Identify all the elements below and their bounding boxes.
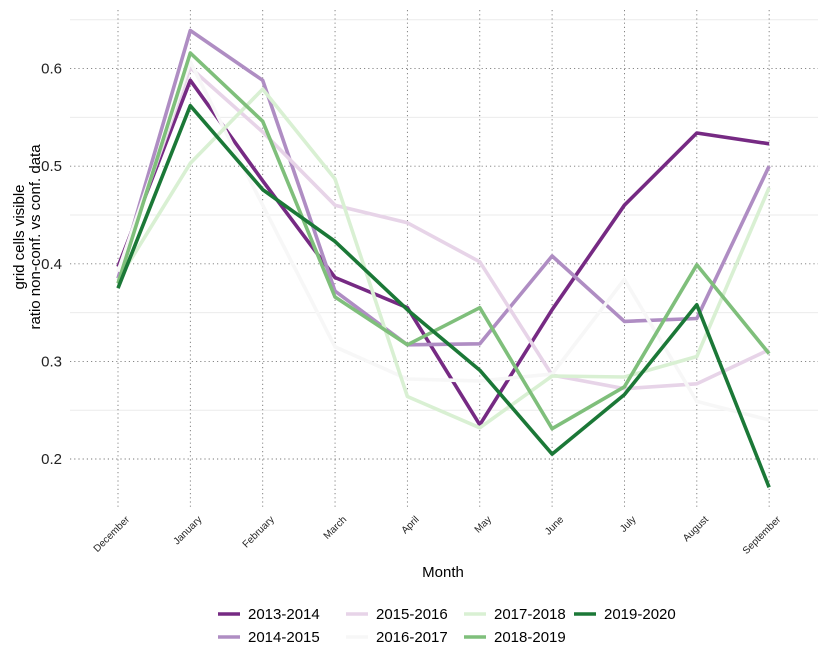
legend-label: 2016-2017 [376, 629, 448, 646]
x-tick-label: August [681, 514, 711, 544]
series-line-2018-2019 [116, 51, 771, 431]
x-tick-label: February [241, 514, 277, 550]
legend-item-2017-2018: 2017-2018 [464, 606, 566, 623]
y-tick-label: 0.2 [41, 451, 62, 468]
x-tick-label: March [322, 514, 349, 541]
legend-label: 2015-2016 [376, 606, 448, 623]
x-axis-ticks: December January February March April May June… [92, 514, 784, 557]
y-tick-label: 0.3 [41, 353, 62, 370]
y-tick-label: 0.4 [41, 256, 62, 273]
legend-label: 2013-2014 [248, 606, 320, 623]
series-line-2015-2016 [116, 65, 770, 391]
x-tick-label: June [543, 514, 566, 537]
series-line-2014-2015 [116, 28, 771, 347]
y-tick-label: 0.5 [41, 158, 62, 175]
x-tick-label: September [741, 514, 784, 557]
y-axis-ticks: 0.2 0.3 0.4 0.5 0.6 [41, 61, 62, 468]
series-line-2013-2014 [116, 78, 770, 427]
y-axis-title-line-1: grid cells visible [11, 184, 28, 289]
legend-label: 2019-2020 [604, 606, 676, 623]
series-line-2017-2018 [116, 87, 771, 430]
y-tick-label: 0.6 [41, 61, 62, 78]
legend-item-2013-2014: 2013-2014 [218, 606, 320, 623]
legend-item-2019-2020: 2019-2020 [574, 606, 676, 623]
x-tick-label: April [400, 514, 422, 536]
legend-item-2018-2019: 2018-2019 [464, 629, 566, 646]
y-axis-title: grid cells visible ratio non-conf. vs co… [11, 144, 44, 330]
x-tick-label: May [473, 514, 494, 535]
legend-item-2014-2015: 2014-2015 [218, 629, 320, 646]
legend-label: 2014-2015 [248, 629, 320, 646]
series-line-2016-2017 [116, 59, 770, 422]
legend-item-2015-2016: 2015-2016 [346, 606, 448, 623]
series-line-2019-2020 [116, 103, 771, 488]
y-axis-title-line-2: ratio non-conf. vs conf. data [27, 144, 44, 330]
series-lines [116, 28, 771, 488]
legend-label: 2017-2018 [494, 606, 566, 623]
x-tick-label: July [618, 514, 638, 534]
legend-item-2016-2017: 2016-2017 [346, 629, 448, 646]
legend: 2013-2014 2014-2015 2015-2016 2016-2017 2017… [218, 606, 676, 646]
legend-label: 2018-2019 [494, 629, 566, 646]
grid [70, 10, 818, 508]
x-tick-label: December [92, 514, 133, 555]
x-axis-title: Month [422, 564, 464, 581]
x-tick-label: January [172, 514, 205, 547]
